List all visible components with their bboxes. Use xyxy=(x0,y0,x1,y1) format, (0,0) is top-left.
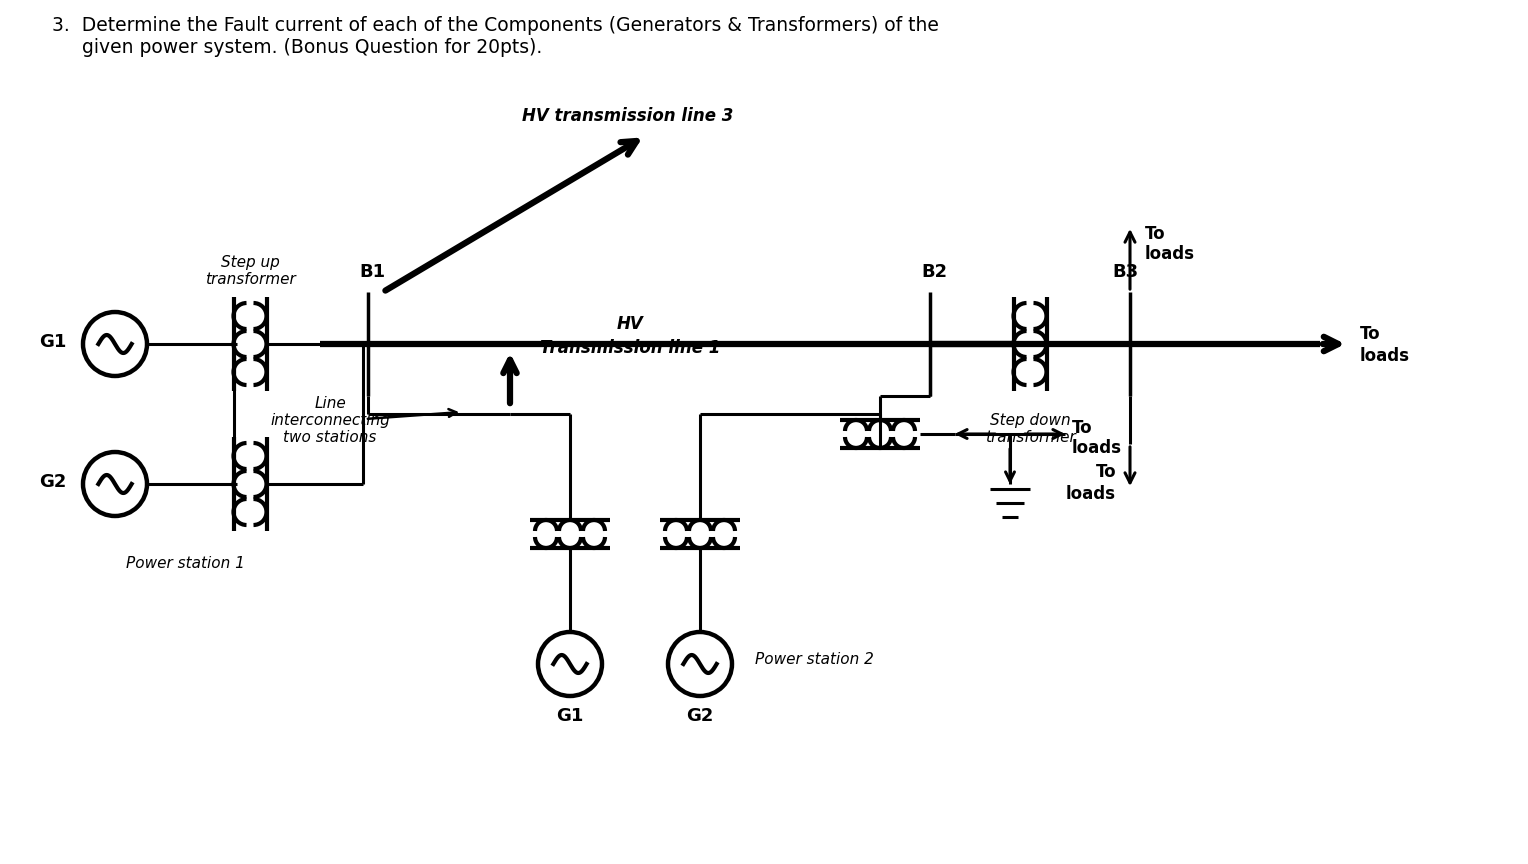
Text: loads: loads xyxy=(1073,439,1122,457)
Text: B3: B3 xyxy=(1112,263,1138,281)
Text: 3.  Determine the Fault current of each of the Components (Generators & Transfor: 3. Determine the Fault current of each o… xyxy=(52,16,938,35)
Text: HV transmission line 3: HV transmission line 3 xyxy=(523,107,733,125)
Text: loads: loads xyxy=(1360,347,1410,365)
Text: Line: Line xyxy=(315,397,345,411)
Text: To: To xyxy=(1360,325,1381,343)
Text: transformer: transformer xyxy=(205,271,295,287)
Text: G1: G1 xyxy=(40,333,67,351)
Text: Transmission line 1: Transmission line 1 xyxy=(539,339,720,357)
Text: transformer: transformer xyxy=(984,429,1076,444)
Text: Step up: Step up xyxy=(220,256,280,270)
Text: two stations: two stations xyxy=(283,430,377,446)
Text: To: To xyxy=(1073,419,1093,437)
Text: G2: G2 xyxy=(40,473,67,491)
Text: G1: G1 xyxy=(556,707,584,725)
Text: given power system. (Bonus Question for 20pts).: given power system. (Bonus Question for … xyxy=(52,38,542,57)
Text: loads: loads xyxy=(1067,485,1115,503)
Text: HV: HV xyxy=(617,315,643,333)
Text: Step down: Step down xyxy=(990,414,1070,429)
Text: To: To xyxy=(1096,463,1115,481)
Text: loads: loads xyxy=(1144,245,1195,263)
Text: G2: G2 xyxy=(686,707,714,725)
Text: Power station 1: Power station 1 xyxy=(125,556,244,570)
Text: To: To xyxy=(1144,225,1166,243)
Text: interconnecting: interconnecting xyxy=(270,414,390,429)
Text: B2: B2 xyxy=(921,263,947,281)
Text: Power station 2: Power station 2 xyxy=(755,651,874,666)
Text: B1: B1 xyxy=(359,263,385,281)
